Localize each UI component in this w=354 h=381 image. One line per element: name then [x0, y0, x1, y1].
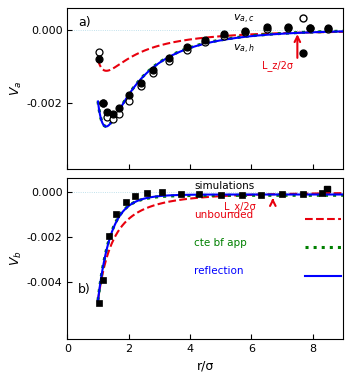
$v_{a,h}$: [111, 111, 115, 116]
$v_{a,c}$: [126, 99, 131, 103]
Line: $v_{a,h}$: $v_{a,h}$: [96, 23, 331, 117]
Text: $v_{a,c}$: $v_{a,c}$: [233, 13, 255, 26]
$v_{a,c}$: [105, 115, 109, 120]
Line: $v_{a,c}$: $v_{a,c}$: [96, 24, 331, 123]
$v_{a,h}$: [185, 45, 189, 50]
$v_{a,c}$: [326, 27, 330, 31]
$v_{a,c}$: [101, 101, 105, 105]
Y-axis label: $V_b$: $V_b$: [9, 251, 24, 266]
$v_{a,h}$: [126, 93, 131, 98]
$v_{a,c}$: [203, 39, 207, 44]
$v_{a,c}$: [185, 47, 189, 52]
$v_{a,h}$: [139, 80, 143, 85]
Text: b): b): [78, 283, 91, 296]
$v_{a,h}$: [326, 26, 330, 31]
Text: simulations: simulations: [194, 181, 255, 191]
$v_{a,h}$: [105, 110, 109, 114]
$v_{a,h}$: [243, 28, 247, 33]
$v_{a,c}$: [97, 49, 102, 54]
$v_{a,c}$: [308, 26, 312, 31]
$v_{a,h}$: [151, 67, 155, 72]
Text: L_x/2σ: L_x/2σ: [224, 201, 256, 212]
$v_{a,h}$: [117, 106, 121, 110]
$v_{a,c}$: [264, 27, 269, 31]
$v_{a,c}$: [111, 117, 115, 122]
Text: L_z/2σ: L_z/2σ: [262, 60, 293, 71]
$v_{a,c}$: [166, 58, 171, 63]
$v_{a,c}$: [286, 26, 290, 30]
$v_{a,h}$: [286, 24, 290, 29]
Text: $v_{a,h}$: $v_{a,h}$: [233, 43, 255, 56]
Text: reflection: reflection: [194, 266, 244, 276]
Y-axis label: $V_a$: $V_a$: [9, 80, 24, 96]
$v_{a,c}$: [222, 34, 226, 38]
$v_{a,h}$: [222, 32, 226, 37]
$v_{a,h}$: [166, 56, 171, 60]
$v_{a,c}$: [117, 111, 121, 116]
Text: a): a): [78, 16, 91, 29]
Text: cte bf app: cte bf app: [194, 238, 247, 248]
$v_{a,h}$: [97, 56, 102, 61]
Text: unbounded: unbounded: [194, 210, 253, 219]
X-axis label: r/σ: r/σ: [196, 360, 214, 373]
$v_{a,c}$: [151, 71, 155, 76]
$v_{a,h}$: [264, 25, 269, 30]
$v_{a,c}$: [139, 84, 143, 88]
$v_{a,h}$: [308, 26, 312, 30]
$v_{a,h}$: [203, 37, 207, 42]
$v_{a,h}$: [101, 101, 105, 105]
$v_{a,c}$: [243, 30, 247, 35]
